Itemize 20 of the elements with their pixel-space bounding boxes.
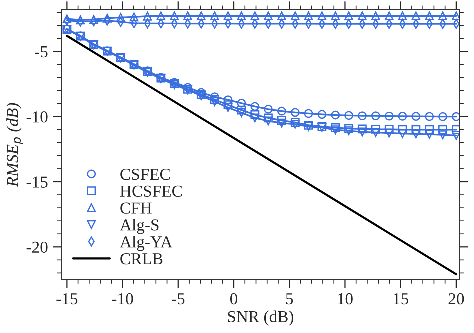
y-tick-label: -20 xyxy=(26,242,48,254)
y-tick-label: -5 xyxy=(35,46,48,58)
x-tick-label: -10 xyxy=(112,293,134,305)
x-tick-label: -15 xyxy=(56,293,78,305)
y-tick-label: -10 xyxy=(26,112,48,123)
y-axis-title: RMSE$_{p}$ (dB) xyxy=(6,103,24,188)
x-tick-label: 0 xyxy=(230,293,238,305)
legend-label: CRLB xyxy=(120,253,163,265)
legend-label: Alg-S xyxy=(120,219,159,234)
x-tick-label: 10 xyxy=(338,293,353,305)
legend-label: CFH xyxy=(120,202,152,214)
x-tick-label: 5 xyxy=(286,294,294,305)
y-tick-label: -15 xyxy=(26,176,48,188)
x-tick-label: 15 xyxy=(394,293,409,305)
legend-label: Alg-YA xyxy=(120,236,173,252)
x-axis-title: SNR (dB) xyxy=(228,310,294,326)
legend-label: CSFEC xyxy=(120,168,170,180)
legend-label: HCSFEC xyxy=(120,186,182,198)
x-tick-label: 20 xyxy=(448,293,464,305)
x-tick-label: -5 xyxy=(172,294,185,305)
